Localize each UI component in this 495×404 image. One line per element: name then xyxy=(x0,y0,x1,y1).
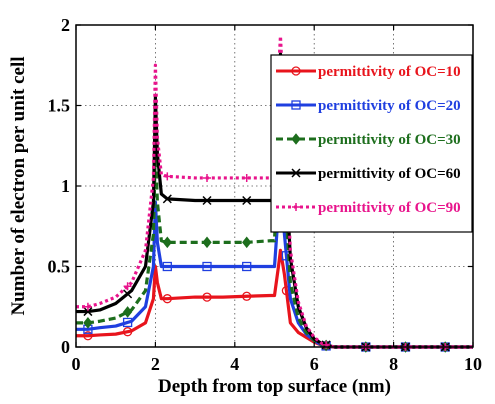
series-2-marker xyxy=(202,261,212,272)
legend-label-5: permittivity of OC=90 xyxy=(318,200,461,216)
y-axis-title: Number of electron per unit cell xyxy=(8,56,29,315)
series-4-marker xyxy=(123,289,133,299)
legend-label-2: permittivity of OC=20 xyxy=(318,98,461,114)
x-tick-label: 2 xyxy=(151,354,160,374)
y-tick-label: 1 xyxy=(61,176,70,196)
legend-label-1: permittivity of OC=10 xyxy=(318,64,461,80)
series-5-marker xyxy=(123,282,132,291)
series-3-marker xyxy=(122,306,133,318)
series-5-marker xyxy=(242,173,251,182)
series-2-marker xyxy=(242,261,252,272)
series-2-marker xyxy=(122,317,133,328)
y-tick-label: 0 xyxy=(61,337,70,357)
series-4-marker xyxy=(202,195,212,206)
series-5-marker xyxy=(83,302,92,311)
series-3-marker xyxy=(242,236,252,249)
series-3-marker xyxy=(202,236,212,249)
x-axis-title: Depth from top surface (nm) xyxy=(158,376,391,397)
legend-label-3: permittivity of OC=30 xyxy=(318,132,461,148)
legend-box xyxy=(270,54,473,233)
y-tick-label: 0.5 xyxy=(48,257,71,277)
series-1-marker xyxy=(242,291,252,301)
series-1-marker xyxy=(83,331,93,341)
x-tick-label: 6 xyxy=(310,354,319,374)
legend-marker-2 xyxy=(291,100,301,110)
series-5-marker xyxy=(203,173,212,182)
series-4-marker xyxy=(162,194,172,204)
legend: permittivity of OC=10 permittivity of OC=… xyxy=(270,54,473,233)
series-4-marker xyxy=(242,195,252,206)
legend-label-4: permittivity of OC=60 xyxy=(318,166,461,182)
legend-marker-5 xyxy=(292,203,300,211)
series-2-marker xyxy=(162,261,172,272)
series-3-marker xyxy=(83,317,93,329)
legend-marker-3 xyxy=(291,133,301,145)
series-1-marker xyxy=(122,327,133,337)
series-3-marker xyxy=(162,236,172,249)
y-tick-label: 2 xyxy=(61,15,70,35)
legend-marker-4 xyxy=(291,168,301,178)
series-5-marker xyxy=(163,172,172,181)
x-tick-label: 8 xyxy=(389,354,398,374)
x-tick-label: 10 xyxy=(464,354,482,374)
x-tick-label: 4 xyxy=(230,354,239,374)
y-tick-label: 1.5 xyxy=(48,96,71,116)
series-1-marker xyxy=(202,292,212,302)
series-4-marker xyxy=(83,307,93,317)
x-tick-label: 0 xyxy=(72,354,81,374)
series-1-marker xyxy=(162,294,172,304)
legend-marker-1 xyxy=(291,66,301,76)
